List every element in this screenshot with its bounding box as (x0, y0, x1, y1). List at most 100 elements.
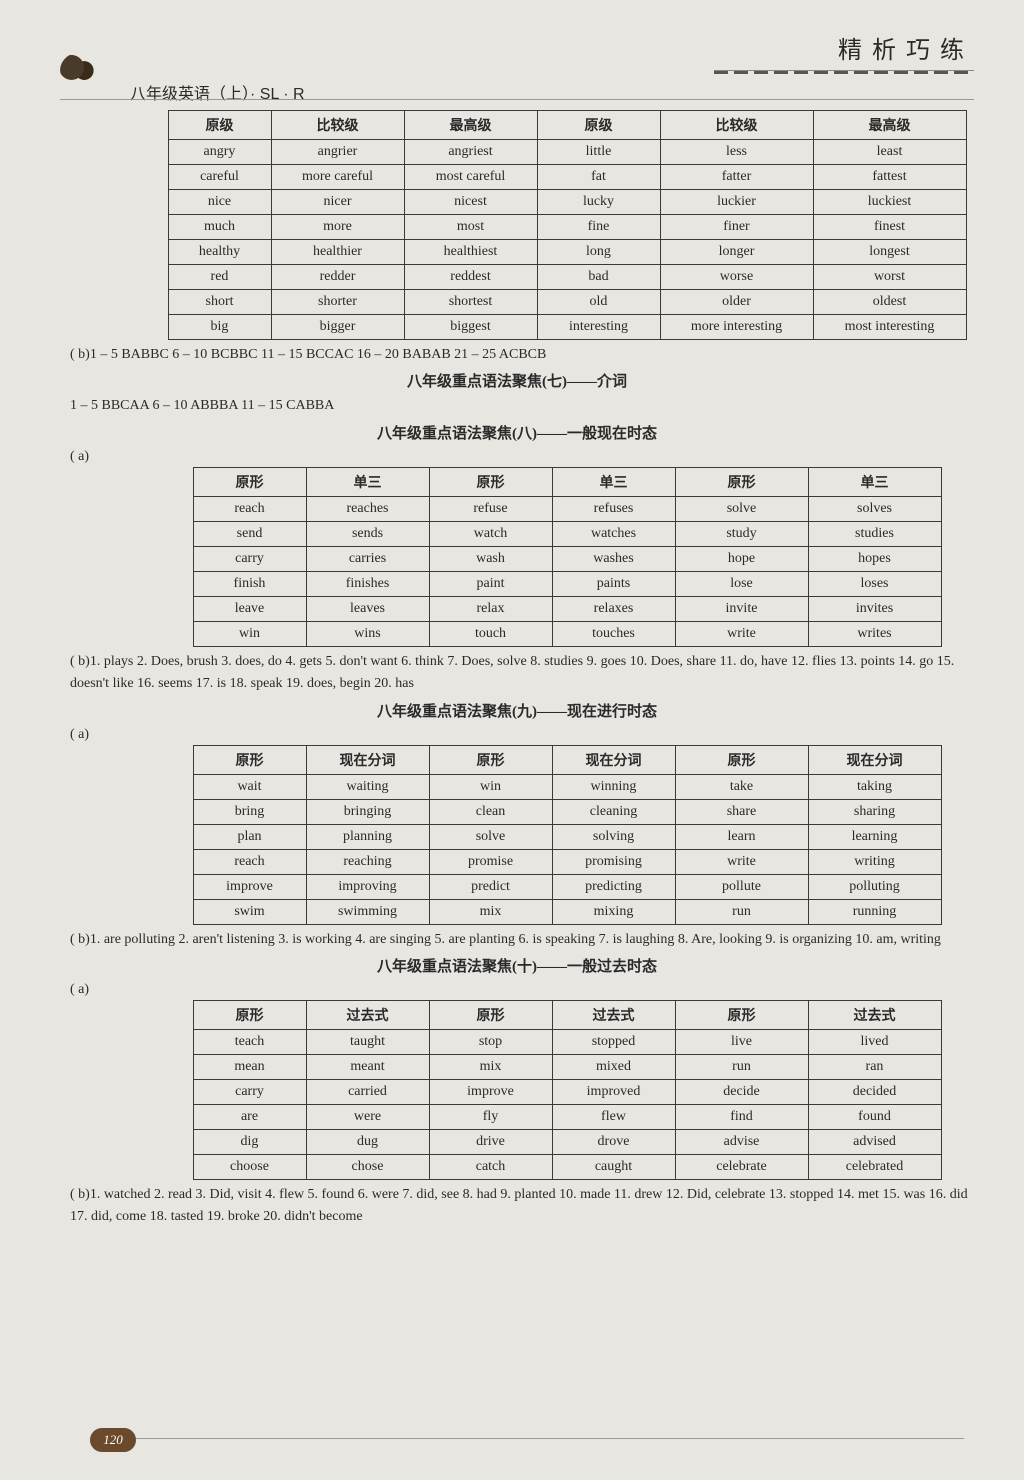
table-header: 原形 (675, 745, 808, 774)
adjective-comparison-table: 原级比较级最高级原级比较级最高级 angryangrierangriestlit… (168, 110, 967, 340)
table-row: improveimprovingpredictpredictingpollute… (193, 874, 941, 899)
table-cell: most careful (404, 165, 537, 190)
answer-line-7: 1 – 5 BBCAA 6 – 10 ABBBA 11 – 15 CABBA (70, 395, 974, 417)
table-cell: celebrated (808, 1154, 941, 1179)
table-cell: were (306, 1104, 429, 1129)
table-cell: bringing (306, 799, 429, 824)
table-row: angryangrierangriestlittlelessleast (168, 140, 966, 165)
table-header: 原形 (193, 1000, 306, 1029)
table-cell: nicer (271, 190, 404, 215)
table-cell: leaves (306, 596, 429, 621)
table-cell: pollute (675, 874, 808, 899)
table-cell: advised (808, 1129, 941, 1154)
table-cell: nicest (404, 190, 537, 215)
table-cell: stop (429, 1029, 552, 1054)
table-cell: dig (193, 1129, 306, 1154)
table-cell: healthiest (404, 240, 537, 265)
table-cell: luckier (660, 190, 813, 215)
table-cell: careful (168, 165, 271, 190)
table-cell: longer (660, 240, 813, 265)
table-row: arewereflyflewfindfound (193, 1104, 941, 1129)
table-cell: big (168, 315, 271, 340)
table-cell: finishes (306, 571, 429, 596)
table-cell: old (537, 290, 660, 315)
table-cell: little (537, 140, 660, 165)
table-cell: fattest (813, 165, 966, 190)
table-cell: invites (808, 596, 941, 621)
table-cell: improving (306, 874, 429, 899)
table-cell: touches (552, 621, 675, 646)
table-cell: reach (193, 849, 306, 874)
header-underline (60, 98, 974, 100)
section-heading-9: 八年级重点语法聚焦(九)——现在进行时态 (60, 700, 974, 721)
table-cell: redder (271, 265, 404, 290)
table-cell: leave (193, 596, 306, 621)
table-cell: watches (552, 521, 675, 546)
label-a-1: ( a) (70, 449, 974, 465)
table-cell: reaching (306, 849, 429, 874)
table-cell: live (675, 1029, 808, 1054)
table-cell: win (193, 621, 306, 646)
table-cell: reddest (404, 265, 537, 290)
table-cell: relax (429, 596, 552, 621)
table-cell: carry (193, 1079, 306, 1104)
table-cell: send (193, 521, 306, 546)
table-cell: mix (429, 899, 552, 924)
table-cell: caught (552, 1154, 675, 1179)
table-cell: lucky (537, 190, 660, 215)
table-cell: flew (552, 1104, 675, 1129)
table-cell: catch (429, 1154, 552, 1179)
table-cell: bigger (271, 315, 404, 340)
table-cell: finer (660, 215, 813, 240)
table-cell: luckiest (813, 190, 966, 215)
table-cell: ran (808, 1054, 941, 1079)
table-cell: healthier (271, 240, 404, 265)
table-cell: drove (552, 1129, 675, 1154)
table-cell: most (404, 215, 537, 240)
table-row: sendsendswatchwatchesstudystudies (193, 521, 941, 546)
table-cell: relaxes (552, 596, 675, 621)
table-cell: angriest (404, 140, 537, 165)
table-cell: worst (813, 265, 966, 290)
table-cell: find (675, 1104, 808, 1129)
table-header: 原形 (429, 467, 552, 496)
table-cell: refuses (552, 496, 675, 521)
table-cell: advise (675, 1129, 808, 1154)
table-cell: carried (306, 1079, 429, 1104)
table-row: swimswimmingmixmixingrunrunning (193, 899, 941, 924)
table-row: meanmeantmixmixedrunran (193, 1054, 941, 1079)
table-row: waitwaitingwinwinningtaketaking (193, 774, 941, 799)
table-cell: older (660, 290, 813, 315)
table-cell: nice (168, 190, 271, 215)
answer-group-b: ( b)1 – 5 BABBC 6 – 10 BCBBC 11 – 15 BCC… (70, 344, 974, 366)
table-header: 过去式 (808, 1000, 941, 1029)
table-row: carefulmore carefulmost carefulfatfatter… (168, 165, 966, 190)
table-cell: watch (429, 521, 552, 546)
table-header: 原级 (168, 111, 271, 140)
table-cell: most interesting (813, 315, 966, 340)
table-row: reachreachesrefuserefusessolvesolves (193, 496, 941, 521)
table-cell: long (537, 240, 660, 265)
page-number: 120 (90, 1428, 136, 1452)
table-row: digdugdrivedroveadviseadvised (193, 1129, 941, 1154)
table-cell: study (675, 521, 808, 546)
table-cell: cleaning (552, 799, 675, 824)
table-cell: running (808, 899, 941, 924)
past-tense-table: 原形过去式原形过去式原形过去式 teachtaughtstopstoppedli… (193, 1000, 942, 1180)
table-cell: writing (808, 849, 941, 874)
table-cell: writes (808, 621, 941, 646)
table-cell: angrier (271, 140, 404, 165)
table-cell: run (675, 899, 808, 924)
answer-line-10b: ( b)1. watched 2. read 3. Did, visit 4. … (70, 1184, 974, 1229)
table-cell: found (808, 1104, 941, 1129)
table-cell: loses (808, 571, 941, 596)
label-a-3: ( a) (70, 982, 974, 998)
table-cell: dug (306, 1129, 429, 1154)
table-header: 原形 (675, 467, 808, 496)
table-cell: least (813, 140, 966, 165)
table-header: 单三 (306, 467, 429, 496)
table-cell: refuse (429, 496, 552, 521)
table-cell: clean (429, 799, 552, 824)
table-cell: celebrate (675, 1154, 808, 1179)
table-cell: more (271, 215, 404, 240)
